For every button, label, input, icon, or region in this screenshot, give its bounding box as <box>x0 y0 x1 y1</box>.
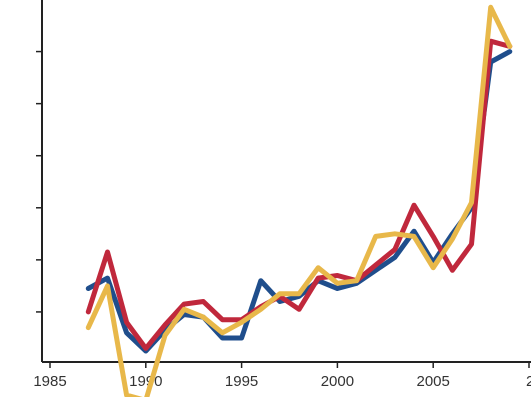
x-tick-label: 2005 <box>417 373 450 390</box>
series-lines <box>85 4 513 397</box>
series-line-2 <box>85 38 513 351</box>
x-tick-label: 2000 <box>321 373 354 390</box>
x-tick-label: 2 <box>526 373 531 390</box>
y-axis <box>36 0 43 362</box>
series-line-3 <box>85 4 513 397</box>
x-tick-label: 1985 <box>33 373 66 390</box>
x-tick-label: 1995 <box>225 373 258 390</box>
x-tick-label: 1990 <box>129 373 162 390</box>
series-line-1 <box>85 49 513 354</box>
x-axis: 1985 1990 1995 2000 2005 2 <box>33 361 531 390</box>
